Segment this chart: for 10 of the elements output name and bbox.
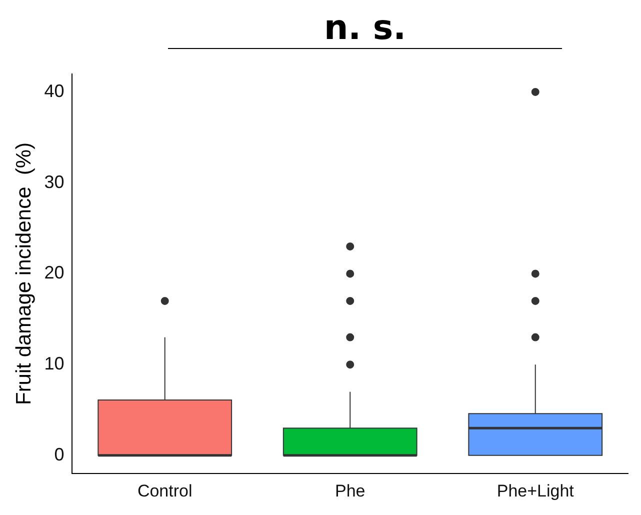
text: n. s. [322, 8, 408, 48]
y-tick-label: 10 [44, 354, 64, 374]
x-tick-label: Phe+Light [496, 481, 574, 500]
y-tick-label: 40 [44, 80, 64, 101]
x-tick-label: Phe [334, 481, 366, 500]
y-tick-label: 20 [44, 262, 64, 283]
y-axis-title: Fruit damage incidence (%) [12, 142, 36, 406]
x-tick-label: Control [137, 481, 192, 500]
y-tick-label: 30 [44, 172, 64, 192]
y-tick-label: 0 [54, 444, 64, 464]
